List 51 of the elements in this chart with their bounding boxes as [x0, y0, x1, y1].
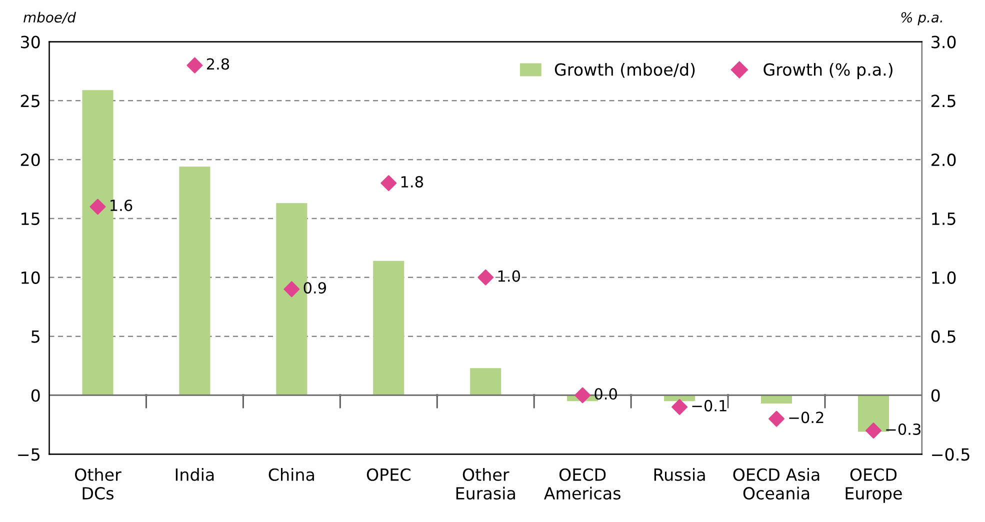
point: [574, 387, 591, 404]
y2-tick-label: 0: [931, 389, 940, 402]
point: [866, 422, 882, 439]
point: [672, 399, 688, 415]
y-tick-label: −5: [18, 448, 40, 461]
x-tick-label: China: [268, 468, 314, 481]
x-tick-label: OECD Asia Oceania: [733, 468, 820, 500]
x-tick-label: OPEC: [366, 468, 410, 481]
data-label: 1.6: [110, 200, 132, 212]
x-tick-label: OECD Europe: [846, 468, 902, 503]
y-tick-label: 15: [22, 212, 40, 226]
y2-tick-label: 3.0: [932, 36, 956, 48]
y-tick-label: 30: [20, 36, 40, 48]
point: [380, 175, 397, 192]
data-label: −0.3: [886, 423, 920, 436]
data-label: 0.9: [304, 282, 326, 294]
x-tick-label: Russia: [654, 468, 705, 481]
data-label: −0.1: [692, 400, 726, 412]
y2-tick-label: 2.0: [932, 154, 956, 166]
y-tick-label: 0: [31, 389, 40, 402]
data-label: 1.8: [401, 176, 423, 188]
y2-tick-label: 2.5: [932, 94, 956, 108]
point: [284, 281, 300, 298]
data-label: 2.8: [206, 58, 230, 70]
x-tick-label: OECD Americas: [544, 468, 620, 500]
y2-tick-label: 1.0: [932, 271, 956, 284]
y-tick-label: 10: [22, 271, 40, 284]
point: [186, 57, 203, 74]
x-tick-label: Other DCs: [75, 468, 122, 500]
data-label: −0.2: [789, 412, 824, 424]
y-tick-label: 25: [20, 94, 40, 108]
y2-tick-label: 0.5: [931, 330, 956, 343]
y2-tick-label: 1.5: [932, 212, 956, 226]
point: [478, 269, 494, 286]
y-tick-label: 5: [32, 330, 40, 343]
point: [90, 198, 106, 215]
data-label: 1.0: [498, 270, 520, 282]
y2-tick-label: −0.5: [932, 448, 970, 461]
legend-label: Growth (% p.a.): [764, 62, 892, 80]
y-axis-title: mboe/d: [24, 12, 76, 24]
x-tick-label: India: [176, 468, 214, 481]
point: [768, 410, 784, 427]
bar: [373, 260, 404, 396]
legend-label: Growth (mboe/d): [554, 62, 695, 78]
y2-axis-title: % p.a.: [901, 12, 942, 26]
y-tick-label: 20: [20, 154, 40, 166]
bar: [470, 368, 502, 396]
bar: [760, 395, 792, 404]
bar: [179, 166, 210, 396]
x-tick-label: Other Eurasia: [456, 468, 515, 500]
data-label: 0.0: [594, 388, 617, 400]
